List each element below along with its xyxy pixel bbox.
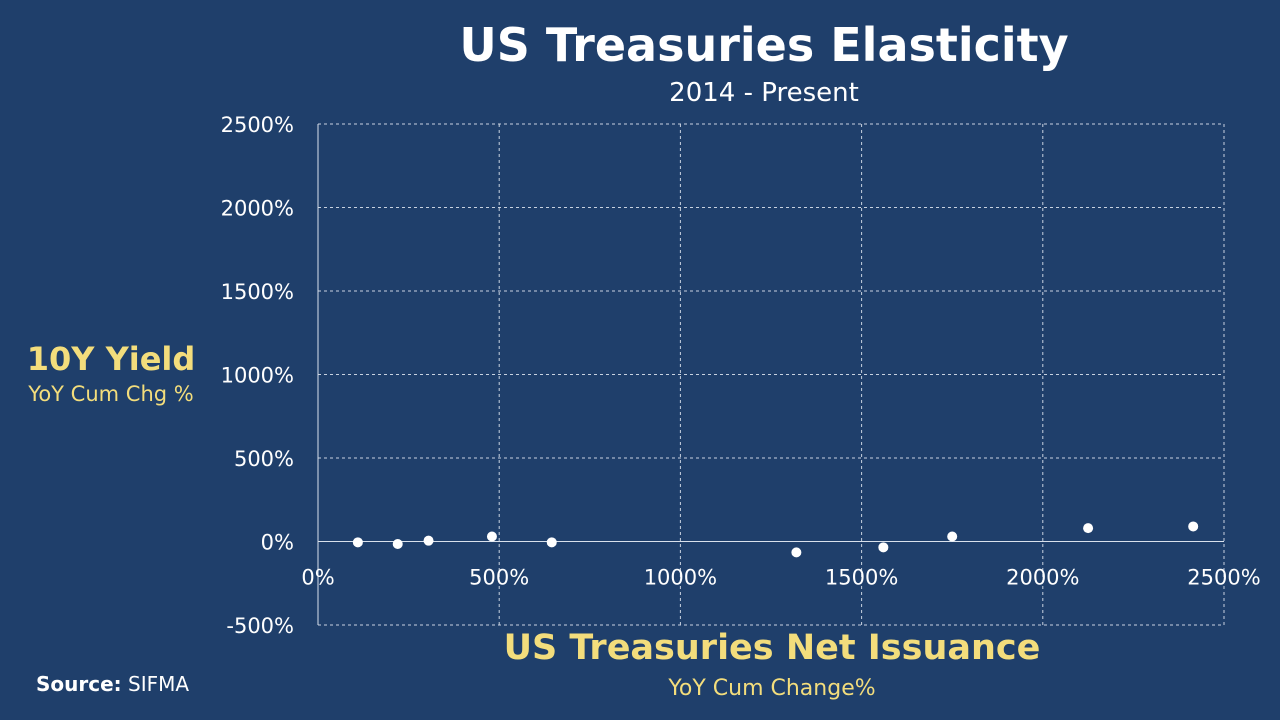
- y-axis-subtitle: YoY Cum Chg %: [28, 382, 194, 406]
- source-label: Source:: [36, 672, 122, 696]
- x-tick-label: 1500%: [825, 566, 898, 590]
- y-tick-label: 500%: [234, 447, 294, 471]
- y-axis-title: 10Y Yield: [26, 340, 196, 378]
- data-point: [392, 539, 403, 550]
- y-tick-label: 1500%: [221, 280, 294, 304]
- x-tick-label: 1000%: [644, 566, 717, 590]
- y-tick-label: -500%: [226, 614, 294, 638]
- data-point: [1188, 521, 1199, 532]
- axes: [317, 124, 1224, 625]
- x-tick-label: 0%: [301, 566, 334, 590]
- y-tick-label: 2000%: [221, 197, 294, 221]
- x-axis-title: US Treasuries Net Issuance: [503, 628, 1041, 668]
- y-axis-label-block: 10Y Yield YoY Cum Chg %: [0, 340, 222, 406]
- data-point: [947, 531, 958, 542]
- data-point: [1083, 523, 1094, 534]
- data-point: [546, 537, 557, 548]
- data-points: [352, 521, 1199, 558]
- chart-title: US Treasuries Elasticity: [459, 18, 1069, 72]
- data-point: [878, 542, 889, 553]
- data-point: [423, 535, 434, 546]
- x-tick-label: 500%: [469, 566, 529, 590]
- source-value: SIFMA: [128, 672, 190, 696]
- data-point: [791, 547, 802, 558]
- x-axis-subtitle: YoY Cum Change%: [668, 676, 876, 701]
- chart-subtitle: 2014 - Present: [669, 78, 859, 108]
- data-point: [352, 537, 363, 548]
- x-tick-label: 2500%: [1187, 566, 1260, 590]
- tick-labels: -500% 0% 500% 1000% 1500% 2000% 2500% 0% 500% 100…: [221, 113, 1261, 638]
- source-note: Source: SIFMA: [36, 672, 189, 696]
- y-tick-label: 2500%: [221, 113, 294, 137]
- x-tick-label: 2000%: [1006, 566, 1079, 590]
- y-tick-label: 1000%: [221, 364, 294, 388]
- y-tick-label: 0%: [261, 531, 294, 555]
- data-point: [486, 531, 497, 542]
- grid: [317, 123, 1225, 626]
